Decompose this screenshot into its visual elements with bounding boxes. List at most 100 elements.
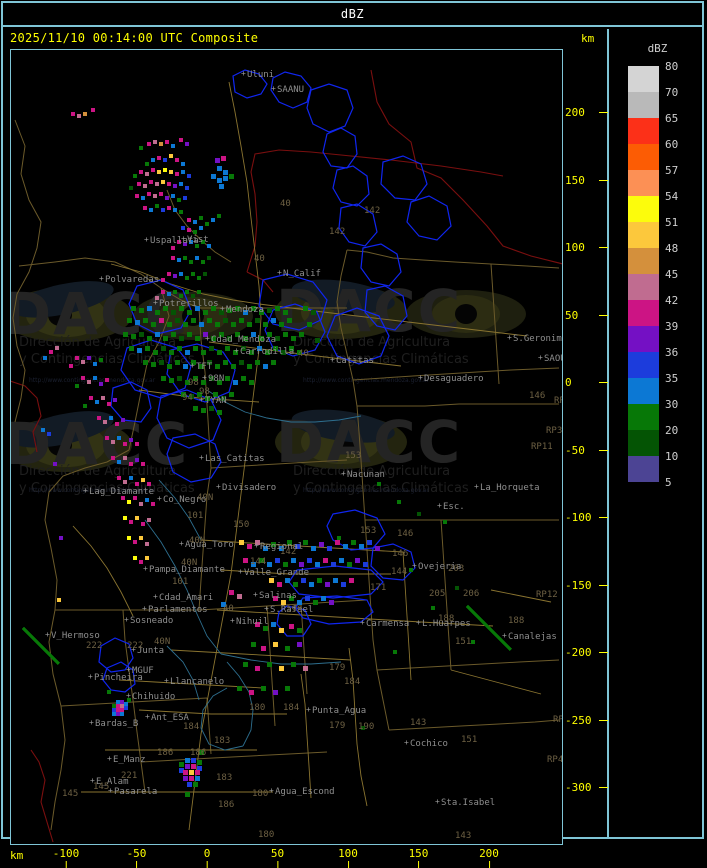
colorbar-swatch[interactable] — [628, 378, 659, 404]
map-station-marker: + — [437, 501, 442, 510]
colorbar-swatch[interactable] — [628, 404, 659, 430]
map-station-marker: + — [164, 676, 169, 685]
map-station-marker: + — [83, 486, 88, 495]
y-tick-text: -250 — [565, 713, 592, 727]
y-axis-tick: -150 — [565, 579, 608, 592]
map-route-label: 40N — [154, 637, 171, 647]
map-place-label: TFT — [196, 362, 213, 372]
colorbar-swatch[interactable] — [628, 326, 659, 352]
map-station-marker: + — [416, 618, 421, 627]
map-place-label: Catitas — [336, 356, 374, 366]
map-place-label: Agua_Escond — [275, 787, 335, 797]
colorbar-swatch[interactable] — [628, 66, 659, 92]
colorbar-swatch[interactable] — [628, 196, 659, 222]
map-station-marker: + — [502, 631, 507, 640]
map-station-marker: + — [264, 604, 269, 613]
map-station-marker: + — [435, 797, 440, 806]
y-tick-mark — [599, 719, 608, 721]
map-route-label: 179 — [329, 663, 346, 673]
map-place-label: Cdad_Amari — [159, 593, 214, 603]
map-route-label: 205 — [429, 589, 446, 599]
colorbar-swatch[interactable] — [628, 92, 659, 118]
y-axis-tick: -250 — [565, 713, 608, 727]
map-route-label: 142 — [364, 206, 381, 216]
colorbar-swatch[interactable] — [628, 430, 659, 456]
map-place-label: Lag_Diamante — [89, 487, 155, 497]
map-place-label: Desaguadero — [424, 374, 484, 384]
colorbar-swatch[interactable] — [628, 274, 659, 300]
map-place-label: N_Calif — [283, 269, 321, 279]
watermark-url: http://www.contingencias.mendoza.gov.ar — [303, 377, 430, 384]
map-route-label: 144 — [391, 567, 408, 577]
map-place-label: Sosneado — [130, 616, 174, 626]
map-station-marker: + — [507, 333, 512, 342]
map-station-marker: + — [144, 235, 149, 244]
map-place-label: Salinas — [259, 591, 297, 601]
colorbar-swatch[interactable] — [628, 144, 659, 170]
map-route-label: 222 — [86, 641, 103, 651]
map-place-label: Polvaredas — [105, 275, 160, 285]
colorbar-swatch[interactable] — [628, 352, 659, 378]
colorbar-swatches[interactable] — [628, 66, 659, 482]
map-station-marker: + — [108, 786, 113, 795]
map-route-label: 151 — [461, 735, 478, 745]
watermark-url: http://www.contingencias.mendoza.gov.ar — [303, 487, 430, 494]
y-axis-tick: 50 — [565, 308, 608, 322]
river-network — [144, 389, 362, 751]
x-axis-tick: 150 — [409, 847, 428, 868]
map-route-label: 180 — [249, 703, 266, 713]
watermark-subtitle: y Contingencias Climáticas — [293, 481, 469, 496]
map-route-label: 198 — [286, 605, 303, 615]
map-route-label: 171 — [370, 583, 387, 593]
y-tick-text: -100 — [565, 511, 592, 524]
map-place-label: Chihuido — [132, 692, 176, 702]
y-axis: 200 150 100 50 0 -50 -100 -150 -200 -250 -300 — [565, 49, 609, 845]
department-border — [18, 189, 560, 831]
map-route-label: 40 — [254, 254, 265, 264]
x-tick-text: 50 — [270, 847, 285, 860]
colorbar-swatch[interactable] — [628, 248, 659, 274]
colorbar-tick-label: 45 — [665, 268, 679, 281]
x-tick-mark — [489, 861, 490, 868]
map-route-label: 40N — [189, 536, 206, 546]
map-place-label: V_Hermoso — [51, 631, 100, 641]
map-place-label: Pincheira — [94, 673, 143, 683]
radar-map[interactable]: DACC DACC DACC DACC Dirección de Agricul… — [10, 49, 563, 845]
route-label-layer: 40 142 142 40 40 146 RP3 RP3 RP11 153 101 40N 40N 153… — [11, 50, 562, 844]
colorbar-swatch[interactable] — [628, 300, 659, 326]
y-tick-text: 50 — [565, 308, 579, 322]
y-axis-unit-label: km — [581, 32, 595, 45]
map-route-label: 40N — [181, 558, 198, 568]
colorbar-tick-label: 39 — [665, 320, 679, 333]
map-station-marker: + — [412, 561, 417, 570]
watermark-brand: DACC — [276, 408, 463, 476]
y-axis-tick: -200 — [565, 646, 608, 659]
map-place-label: Pampa_Diamante — [149, 565, 225, 575]
map-station-marker: + — [341, 469, 346, 478]
colorbar-swatch[interactable] — [628, 118, 659, 144]
timestamp-label: 2025/11/10 00:14:00 UTC Composite — [10, 31, 259, 45]
colorbar-swatch[interactable] — [628, 170, 659, 196]
map-place-label: Vist — [187, 235, 209, 245]
map-route-label: 40N — [197, 493, 214, 503]
colorbar-tick-label: 30 — [665, 398, 679, 411]
map-station-marker: + — [179, 539, 184, 548]
watermark-subtitle: Dirección de Agricultura — [293, 464, 451, 479]
colorbar-tick-label: 65 — [665, 112, 679, 125]
map-station-marker: + — [306, 705, 311, 714]
colorbar-swatch[interactable] — [628, 456, 659, 482]
x-tick-text: 0 — [203, 847, 211, 860]
y-tick-text: -50 — [565, 443, 585, 457]
y-tick-mark — [599, 314, 608, 316]
echo-outline-layer — [98, 69, 452, 693]
map-place-label: Esc. — [443, 502, 465, 512]
map-route-label: 184 — [344, 677, 361, 687]
map-route-label: 145 — [62, 789, 79, 799]
map-route-label: 179 — [329, 721, 346, 731]
colorbar-swatch[interactable] — [628, 222, 659, 248]
map-place-label: MGUF — [132, 666, 154, 676]
map-station-marker: + — [89, 718, 94, 727]
map-place-label: Nihuil — [236, 617, 269, 627]
map-place-label: La_Horqueta — [480, 483, 540, 493]
